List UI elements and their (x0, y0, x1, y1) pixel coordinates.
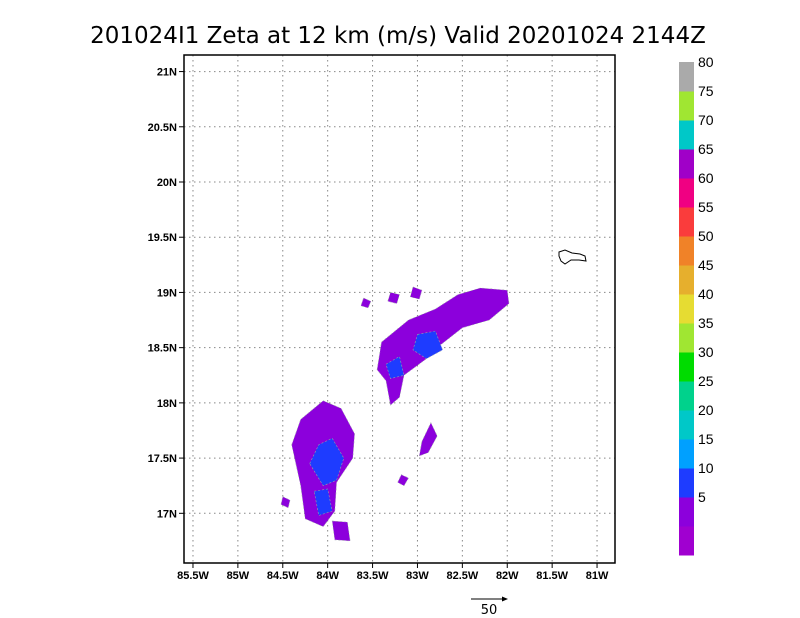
colorbar-swatch (679, 352, 694, 382)
x-tick-label: 85.5W (177, 570, 209, 582)
colorbar-swatch (679, 149, 694, 179)
colorbar-label: 30 (698, 344, 714, 360)
colorbar-label: 35 (698, 315, 714, 331)
colorbar: 5 10 15 20 25 30 35 40 45 50 55 60 65 70 75 80 (679, 54, 714, 556)
zeta-region (376, 287, 510, 406)
colorbar-label: 75 (698, 83, 714, 99)
reference-vector-label: 50 (481, 603, 498, 618)
zeta-region (360, 297, 372, 309)
island-outline (558, 249, 587, 265)
x-tick-label: 85W (227, 570, 250, 582)
x-tick-label: 83.5W (357, 570, 389, 582)
y-tick-label: 17N (157, 508, 177, 520)
zeta-region (418, 422, 438, 457)
x-tick-label: 84.5W (267, 570, 299, 582)
colorbar-swatch (679, 497, 694, 527)
zeta-region (409, 286, 423, 300)
zeta-region (412, 330, 443, 360)
colorbar-label: 45 (698, 257, 714, 273)
colorbar-swatch (679, 381, 694, 411)
y-tick-label: 20N (157, 177, 177, 189)
grid-lines (184, 55, 615, 563)
y-tick-label: 19N (157, 287, 177, 299)
zeta-region (331, 520, 351, 542)
zeta-region (313, 488, 333, 516)
y-tick-label: 17.5N (148, 453, 177, 465)
colorbar-label: 10 (698, 460, 714, 476)
colorbar-swatch (679, 120, 694, 150)
colorbar-swatch (679, 236, 694, 266)
x-tick-label: 81W (586, 570, 609, 582)
x-tick-label: 82W (496, 570, 519, 582)
colorbar-label: 15 (698, 431, 714, 447)
colorbar-swatch (679, 526, 694, 556)
x-axis-ticks: 85.5W 85W 84.5W 84W 83.5W 83W 82.5W 82W 81.5W 81W (177, 563, 609, 582)
colorbar-label: 70 (698, 112, 714, 128)
zeta-region (280, 496, 291, 509)
colorbar-label: 50 (698, 228, 714, 244)
colorbar-swatch (679, 294, 694, 324)
colorbar-label: 55 (698, 199, 714, 215)
colorbar-label: 20 (698, 402, 714, 418)
colorbar-swatch (679, 410, 694, 440)
plot-frame (183, 54, 616, 564)
x-tick-label: 83W (406, 570, 429, 582)
colorbar-label: 60 (698, 170, 714, 186)
cayman-island-outline (558, 249, 587, 265)
zeta-region (387, 292, 400, 304)
zeta-field (280, 286, 510, 542)
colorbar-swatch (679, 62, 694, 92)
zeta-region (309, 437, 345, 487)
colorbar-label: 25 (698, 373, 714, 389)
y-tick-label: 18.5N (148, 343, 177, 355)
colorbar-swatch (679, 178, 694, 208)
colorbar-swatch (679, 323, 694, 353)
colorbar-swatch (679, 468, 694, 498)
x-tick-label: 84W (316, 570, 339, 582)
reference-arrow-head (502, 596, 508, 602)
colorbar-label: 40 (698, 286, 714, 302)
y-axis-ticks: 17N 17.5N 18N 18.5N 19N 19.5N 20N 20.5N 21N (148, 67, 184, 520)
reference-vector: 50 (471, 596, 508, 618)
colorbar-label: 65 (698, 141, 714, 157)
colorbar-swatch (679, 207, 694, 237)
y-tick-label: 20.5N (148, 122, 177, 134)
y-tick-label: 21N (157, 67, 177, 79)
colorbar-label: 80 (698, 54, 714, 70)
colorbar-swatch (679, 91, 694, 121)
colorbar-label: 5 (698, 489, 706, 505)
x-tick-label: 81.5W (536, 570, 568, 582)
zeta-region (397, 474, 409, 487)
y-tick-label: 18N (157, 398, 177, 410)
chart-title: 201024I1 Zeta at 12 km (m/s) Valid 20201… (90, 23, 706, 49)
y-tick-label: 19.5N (148, 232, 177, 244)
x-tick-label: 82.5W (446, 570, 478, 582)
colorbar-swatch (679, 439, 694, 469)
zeta-region (385, 356, 405, 379)
colorbar-swatch (679, 265, 694, 295)
